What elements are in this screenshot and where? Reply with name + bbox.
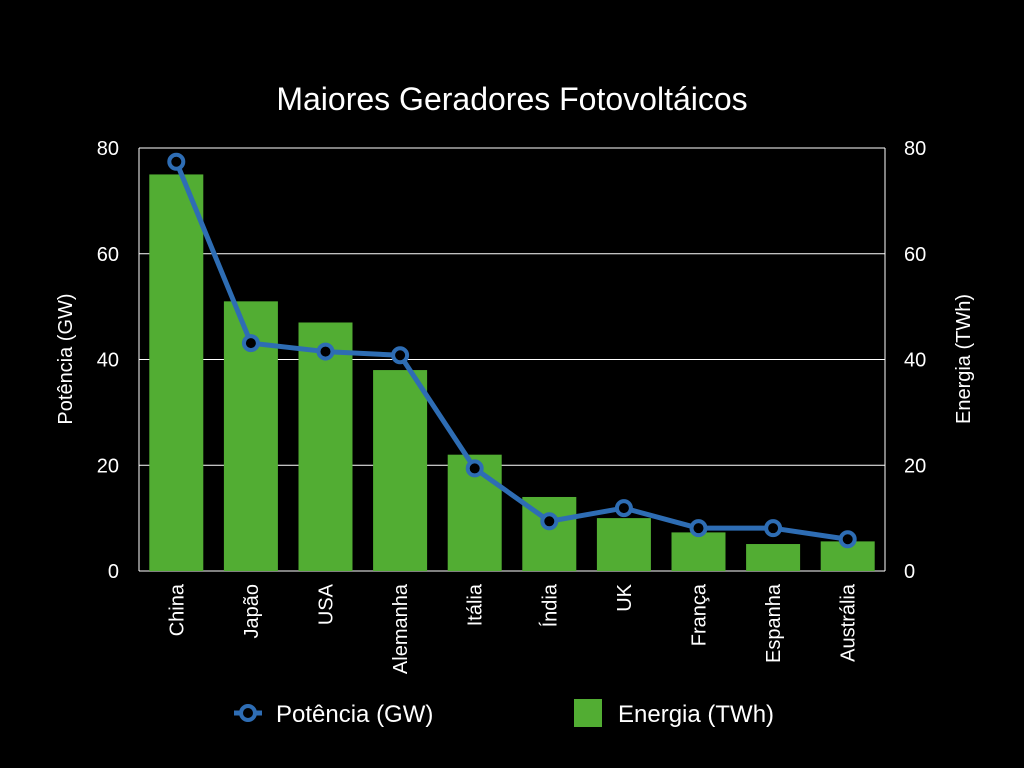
bar-7 — [671, 532, 726, 571]
right-axis-title: Energia (TWh) — [953, 294, 975, 424]
right-tick-label-4: 80 — [904, 138, 926, 160]
line-path — [173, 160, 849, 542]
category-label-2: USA — [316, 583, 338, 625]
line-point-5 — [540, 512, 559, 531]
line-point-8 — [764, 519, 783, 538]
left-tick-label-3: 60 — [97, 244, 119, 266]
category-labels: China Japão USA Alemanha Itália Índia UK França… — [166, 583, 859, 674]
line-point-2 — [316, 342, 335, 361]
legend-line-marker — [239, 704, 257, 722]
bar-series — [149, 174, 875, 571]
left-tick-label-0: 0 — [108, 561, 119, 583]
line-series — [167, 152, 857, 549]
right-tick-label-3: 60 — [904, 244, 926, 266]
line-point-0 — [167, 152, 186, 171]
category-label-7: França — [689, 583, 711, 646]
line-point-3 — [391, 346, 410, 365]
bar-6 — [596, 518, 651, 571]
legend-label-potencia: Potência (GW) — [276, 701, 433, 728]
category-label-0: China — [166, 583, 188, 636]
line-point-6 — [614, 499, 633, 518]
chart-title: Maiores Geradores Fotovoltáicos — [276, 81, 747, 117]
bar-3 — [373, 370, 428, 571]
line-point-4 — [465, 459, 484, 478]
line-point-7 — [689, 519, 708, 538]
bar-0 — [149, 174, 204, 571]
right-tick-label-2: 40 — [904, 350, 926, 372]
category-label-9: Austrália — [838, 583, 860, 662]
legend: Potência (GW) Energia (TWh) — [234, 699, 774, 728]
line-point-1 — [241, 334, 260, 353]
category-label-4: Itália — [465, 583, 487, 626]
left-tick-label-2: 40 — [97, 350, 119, 372]
category-label-8: Espanha — [763, 583, 785, 663]
category-label-5: Índia — [538, 583, 561, 627]
left-tick-label-4: 80 — [97, 138, 119, 160]
bar-8 — [746, 544, 801, 571]
right-tick-label-0: 0 — [904, 561, 915, 583]
legend-bar-swatch — [574, 699, 602, 727]
line-point-9 — [838, 530, 857, 549]
right-tick-label-1: 20 — [904, 455, 926, 477]
category-label-3: Alemanha — [390, 583, 412, 674]
category-label-1: Japão — [241, 584, 263, 639]
legend-label-energia: Energia (TWh) — [618, 701, 774, 728]
bar-2 — [298, 322, 353, 571]
left-axis-ticks: 0 20 40 60 80 — [97, 138, 119, 583]
right-axis-ticks: 0 20 40 60 80 — [904, 138, 926, 583]
left-axis-title: Potência (GW) — [55, 293, 77, 424]
category-label-6: UK — [614, 583, 636, 611]
left-tick-label-1: 20 — [97, 455, 119, 477]
